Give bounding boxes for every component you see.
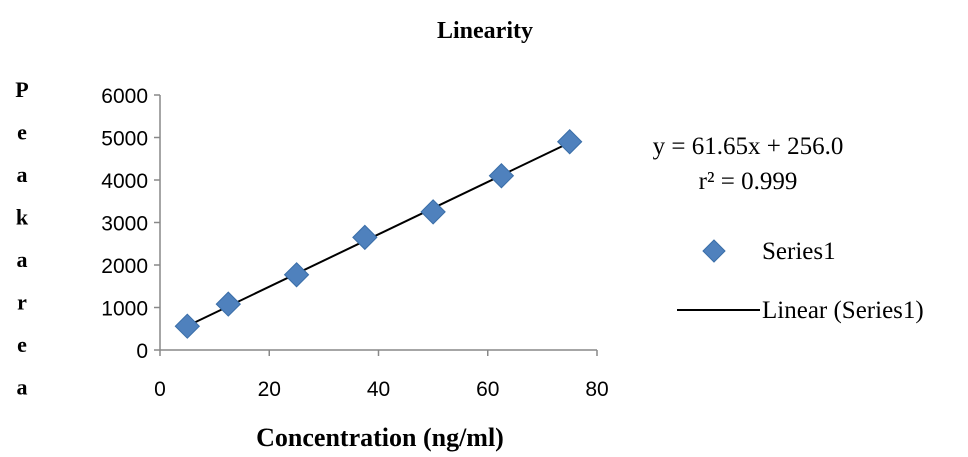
legend-series1-label: Series1 <box>762 238 836 265</box>
data-point <box>174 313 201 339</box>
x-tick-label: 0 <box>154 378 166 401</box>
data-point <box>215 291 241 317</box>
x-tick-label: 20 <box>258 378 281 401</box>
x-axis-ticks: 0 20 40 60 80 <box>154 350 609 401</box>
y-tick-label: 6000 <box>101 85 148 108</box>
legend-trendline-label: Linear (Series1) <box>762 297 924 324</box>
y-axis-label-letter: r <box>17 290 27 315</box>
y-axis-label-letter: k <box>16 205 29 230</box>
y-tick-label: 3000 <box>101 213 148 236</box>
x-axis-label: Concentration (ng/ml) <box>256 423 504 452</box>
y-axis-label-letter: a <box>17 247 28 272</box>
y-tick-label: 2000 <box>101 255 148 278</box>
y-axis-label-letter: a <box>17 162 28 187</box>
trendline <box>186 141 571 327</box>
x-tick-label: 60 <box>476 378 499 401</box>
y-axis-label-letter: e <box>17 332 27 357</box>
data-point <box>556 129 583 155</box>
y-tick-label: 0 <box>136 340 148 363</box>
legend-series1-marker <box>702 239 726 263</box>
y-axis-ticks: 0 1000 2000 3000 4000 5000 6000 <box>101 85 160 363</box>
x-tick-label: 40 <box>367 378 390 401</box>
legend: Series1 Linear (Series1) <box>677 238 924 324</box>
data-point <box>420 199 446 225</box>
y-axis-label-letter: P <box>15 77 28 102</box>
y-axis-label-letter: a <box>17 375 28 400</box>
y-tick-label: 4000 <box>101 170 148 193</box>
chart-title: Linearity <box>437 18 533 44</box>
data-points <box>174 129 583 339</box>
r-squared-label: r² = 0.999 <box>699 168 798 195</box>
y-axis-label-letter: e <box>17 120 27 145</box>
y-tick-label: 1000 <box>101 298 148 321</box>
y-tick-label: 5000 <box>101 128 148 151</box>
data-point <box>488 163 515 189</box>
data-point <box>352 224 378 251</box>
data-point <box>283 262 310 288</box>
trendline-equation: y = 61.65x + 256.0 <box>653 133 844 160</box>
x-tick-label: 80 <box>585 378 608 401</box>
